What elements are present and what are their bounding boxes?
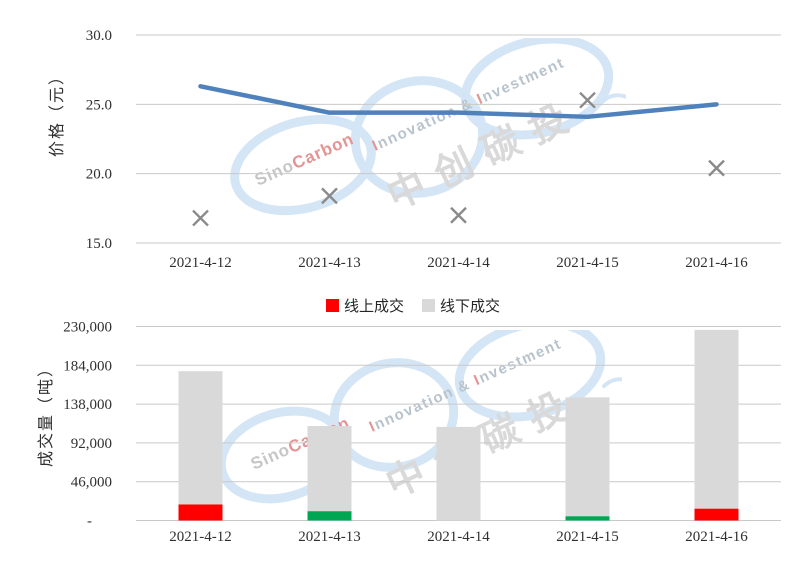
- y-tick-label: 20.0: [86, 167, 112, 183]
- legend-swatch-online-icon: [325, 298, 339, 312]
- x-tick-label: 2021-4-12: [169, 255, 232, 271]
- bar-offline-segment: [307, 426, 352, 512]
- x-tick-label: 2021-4-14: [427, 529, 490, 545]
- y-tick-label: 25.0: [86, 97, 112, 113]
- legend-item-offline: 线下成交: [422, 295, 500, 316]
- x-tick-label: 2021-4-16: [685, 255, 748, 271]
- y-tick-label: 184,000: [63, 358, 112, 374]
- bar-online-segment: [565, 516, 610, 521]
- y-tick-label: 92,000: [71, 436, 112, 452]
- price-x-marker: [450, 206, 467, 224]
- price-x-marker: [579, 91, 596, 109]
- x-tick-label: 2021-4-16: [685, 529, 748, 545]
- x-tick-label: 2021-4-15: [556, 255, 619, 271]
- bar-offline-segment: [565, 397, 610, 517]
- bar-offline-segment: [436, 426, 481, 521]
- legend-item-online: 线上成交: [325, 295, 404, 316]
- bar-offline-segment: [694, 329, 739, 509]
- bar-offline-segment: [178, 371, 223, 505]
- x-tick-label: 2021-4-12: [169, 529, 232, 545]
- legend-swatch-offline-icon: [422, 298, 435, 312]
- legend-label-offline: 线下成交: [440, 298, 501, 315]
- x-tick-label: 2021-4-13: [298, 255, 361, 271]
- bar-online-segment: [694, 508, 739, 521]
- y-tick-label: 230,000: [63, 320, 112, 336]
- x-tick-label: 2021-4-13: [298, 529, 361, 545]
- price-x-marker: [321, 187, 338, 205]
- y-tick-label: -: [87, 514, 92, 530]
- y-tick-label: 46,000: [71, 475, 112, 491]
- y-tick-label: 30.0: [86, 28, 112, 44]
- x-tick-label: 2021-4-14: [427, 255, 490, 271]
- price-x-marker: [192, 209, 209, 227]
- y-tick-label: 138,000: [63, 397, 112, 413]
- legend-label-online: 线上成交: [343, 298, 404, 315]
- x-tick-label: 2021-4-15: [556, 529, 619, 545]
- price-chart: 15.0 20.0 25.0 30.0 2021-4-12 2021-4-13 2021-4…: [86, 28, 781, 271]
- y-tick-label: 15.0: [86, 236, 112, 252]
- bar-online-segment: [178, 504, 223, 521]
- volume-chart: - 46,000 92,000 138,000 184,000 230,000 2021-4…: [63, 320, 781, 545]
- price-line: [198, 84, 719, 120]
- bar-online-segment: [307, 511, 352, 521]
- price-x-marker: [708, 159, 725, 177]
- legend: 线上成交 线下成交: [0, 295, 802, 315]
